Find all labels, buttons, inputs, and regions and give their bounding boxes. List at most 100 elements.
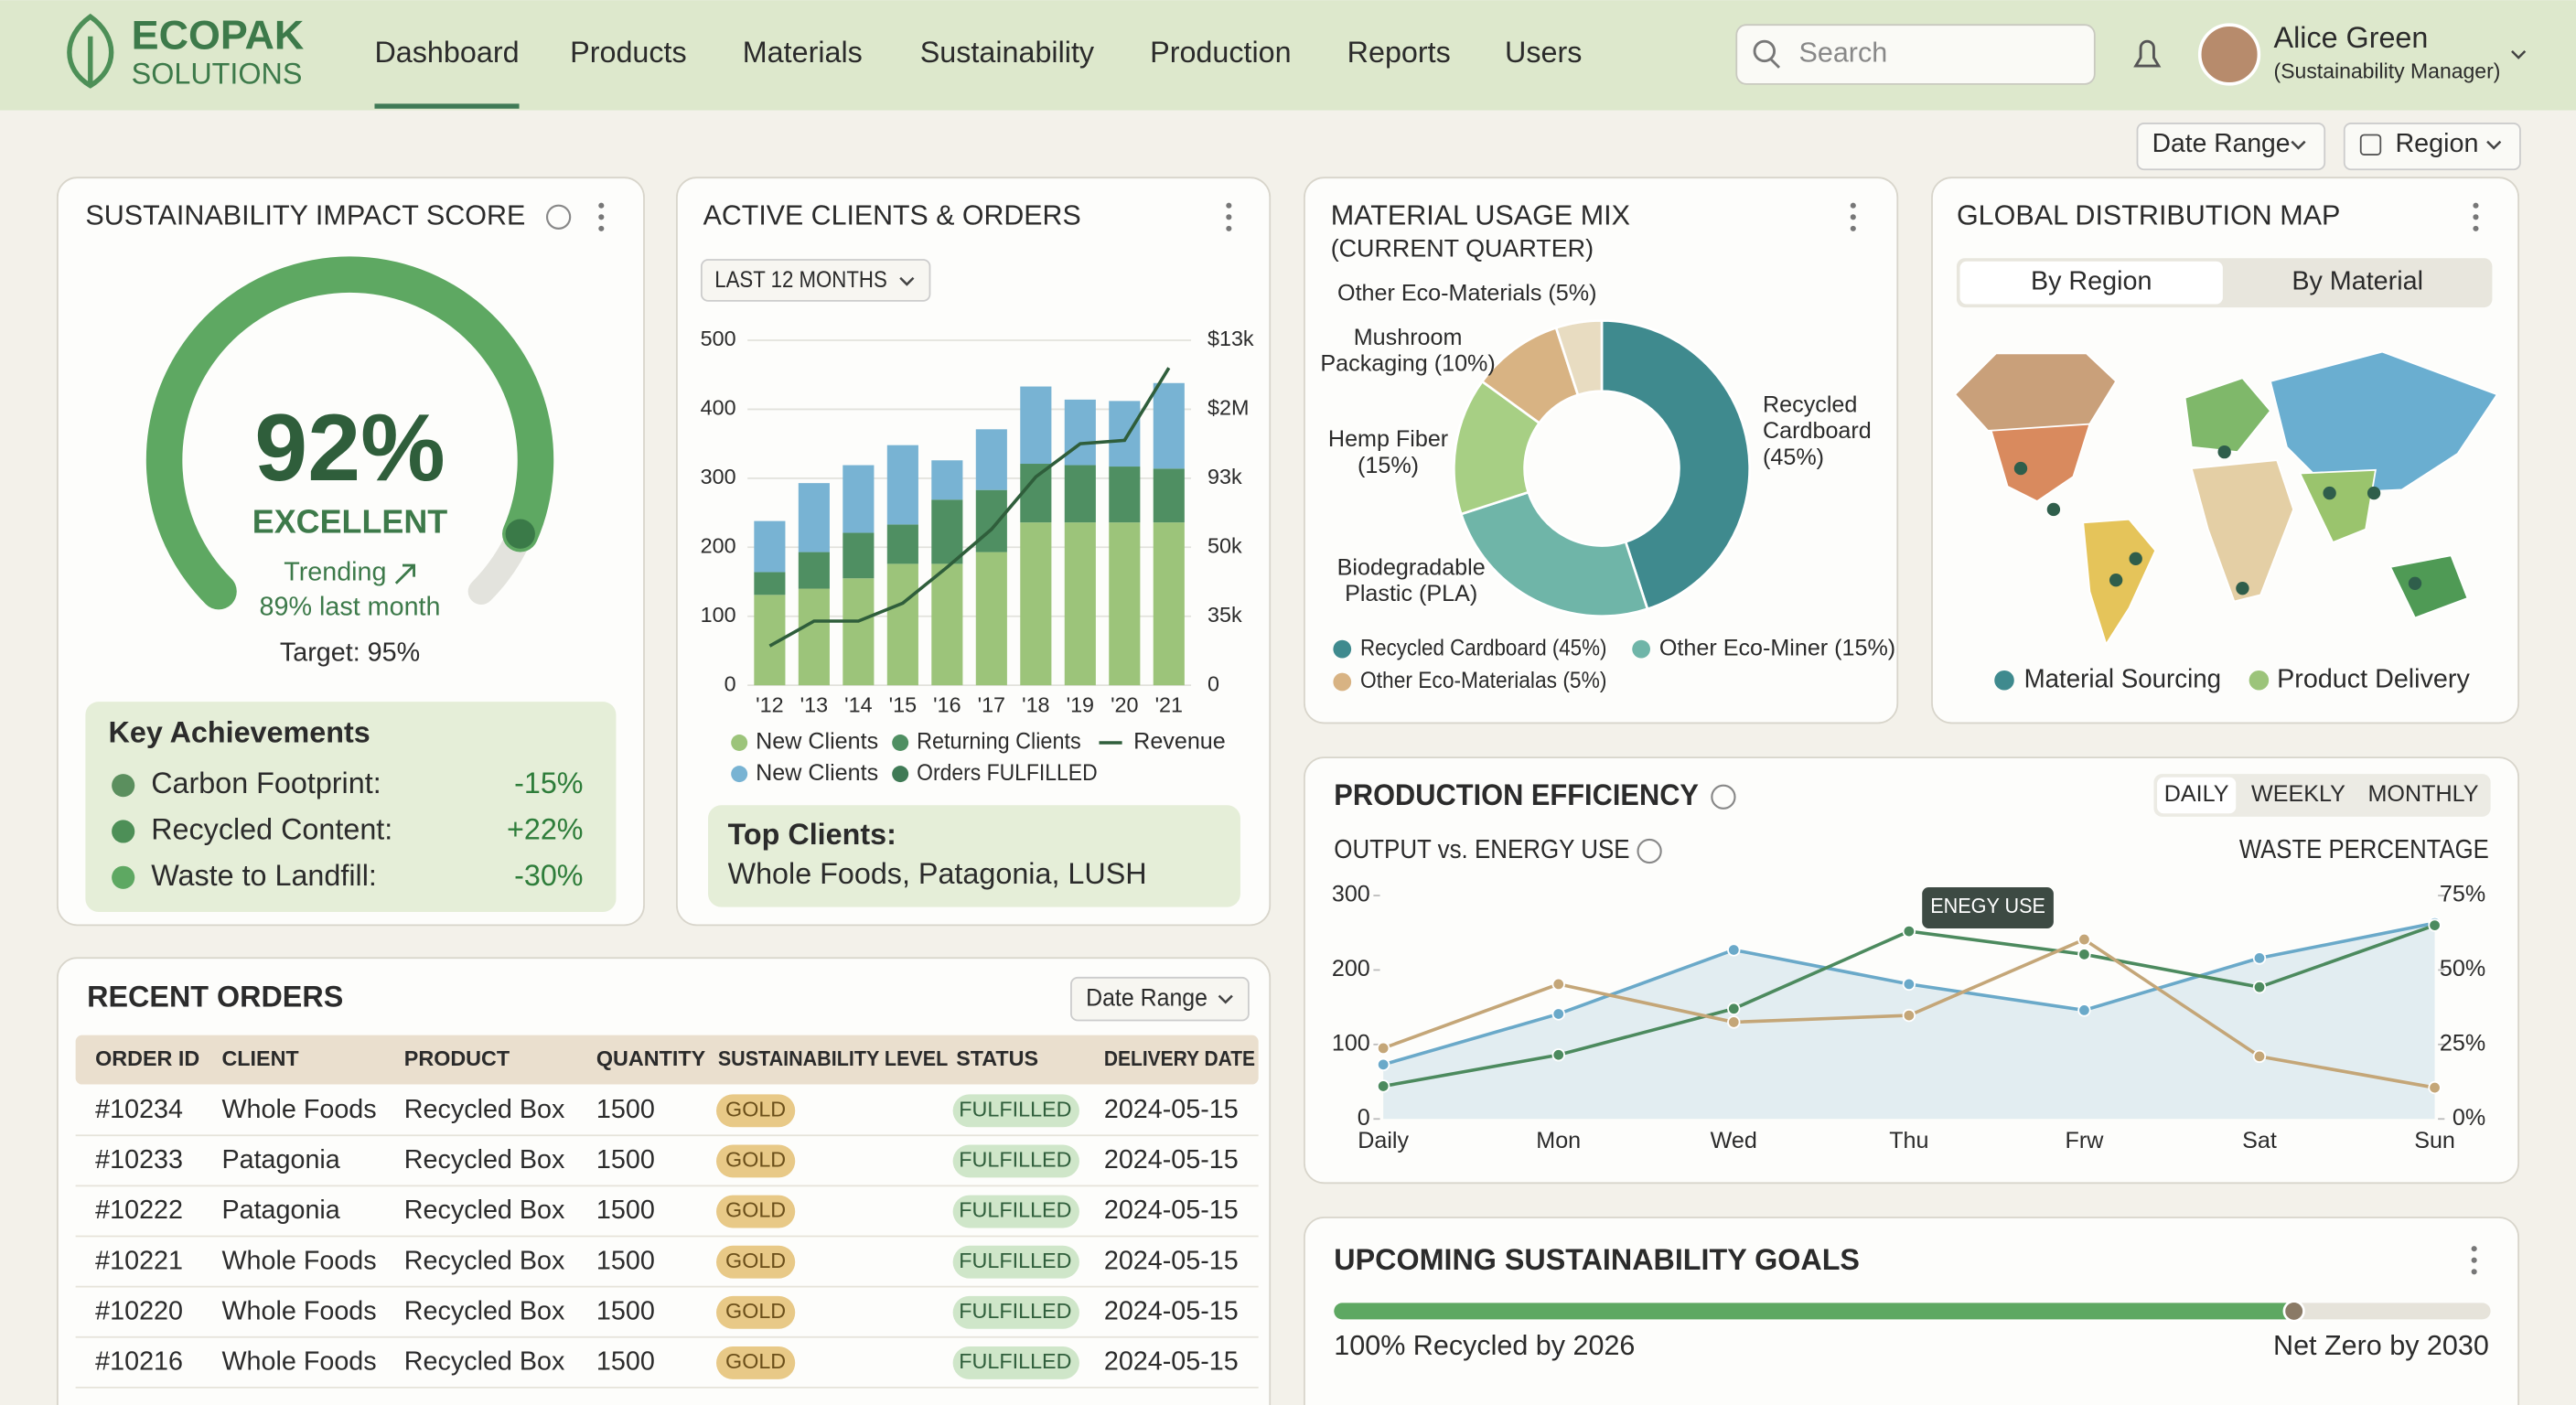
bar-segment — [886, 524, 918, 564]
slice-label: Other Eco-Materials (5%) — [1337, 280, 1596, 306]
table-cell: #10216 — [95, 1347, 183, 1377]
nav-link[interactable]: Reports — [1347, 36, 1451, 69]
menu-dot[interactable] — [2473, 214, 2479, 220]
menu-dot[interactable] — [2471, 1257, 2477, 1263]
filter-button[interactable] — [2343, 123, 2521, 171]
status-badge — [952, 1094, 1079, 1128]
donut-slice — [1554, 319, 1604, 397]
user-name[interactable]: Alice Green — [2274, 21, 2429, 54]
card-title: RECENT ORDERS — [87, 981, 343, 1014]
bar-segment — [1064, 522, 1096, 686]
tab-group — [2153, 774, 2491, 817]
progress-knob — [2282, 1300, 2305, 1323]
top-clients-title: Top Clients: — [728, 818, 896, 851]
nav-link[interactable]: Users — [1505, 36, 1582, 69]
map-location — [2236, 582, 2249, 595]
menu-dot[interactable] — [1226, 202, 1232, 209]
menu-dot[interactable] — [2473, 202, 2479, 209]
y2-tick-label: 50k — [1208, 533, 1242, 557]
y-tick-label: 300 — [701, 465, 736, 488]
menu-dot[interactable] — [1226, 225, 1232, 231]
column-header: SUSTAINABILITY LEVEL — [718, 1046, 948, 1070]
menu-dot[interactable] — [2471, 1269, 2477, 1275]
tab[interactable]: By Region — [2031, 267, 2152, 296]
donut-slice — [1459, 490, 1649, 618]
top-clients-list: Whole Foods, Patagonia, LUSH — [728, 857, 1147, 890]
tab[interactable]: By Material — [2292, 267, 2423, 296]
search-box[interactable] — [1735, 24, 2096, 85]
gauge-knob — [505, 519, 535, 549]
menu-dot[interactable] — [598, 202, 605, 209]
notification-bell[interactable] — [2133, 39, 2162, 68]
goal-label: 100% Recycled by 2026 — [1334, 1330, 1635, 1361]
tab[interactable]: MONTHLY — [2367, 781, 2478, 807]
target-label: Target: 95% — [280, 638, 420, 668]
table-cell: Whole Foods — [221, 1095, 376, 1124]
map-location — [2408, 576, 2422, 590]
info-icon[interactable] — [1711, 784, 1736, 810]
x-tick-label: Sat — [2242, 1128, 2277, 1153]
table-cell: 1500 — [596, 1095, 655, 1124]
period-select[interactable] — [700, 259, 931, 302]
nav-link[interactable]: Materials — [743, 36, 863, 69]
progress-fill — [1334, 1303, 2294, 1320]
nav-link[interactable]: Products — [570, 36, 687, 69]
status-badge — [952, 1295, 1079, 1329]
y-tick-label: 0 — [724, 671, 736, 695]
y-tick-label: 400 — [701, 396, 736, 420]
legend-label: Orders FULFILLED — [917, 760, 1098, 786]
info-icon[interactable] — [1637, 838, 1662, 864]
menu-dot[interactable] — [598, 214, 605, 220]
level-text: GOLD — [725, 1299, 786, 1323]
series-point — [2077, 932, 2091, 947]
chevron — [2511, 50, 2527, 59]
bar-segment — [798, 588, 830, 686]
bar-segment — [798, 483, 830, 552]
slice-label: Biodegradable — [1337, 554, 1486, 580]
menu-dot[interactable] — [598, 225, 605, 231]
series-point — [1551, 1007, 1565, 1021]
y2-tick-label: $13k — [1208, 327, 1254, 350]
y-tick-label: 200 — [1332, 956, 1370, 981]
map-region — [2388, 554, 2469, 619]
card — [1304, 756, 2520, 1185]
bar-segment — [931, 460, 963, 500]
achievement-label: Waste to Landfill: — [151, 859, 377, 892]
bar-segment — [798, 552, 830, 589]
calendar-icon — [2359, 134, 2382, 156]
table-cell: 1500 — [596, 1347, 655, 1377]
table-cell: 1500 — [596, 1296, 655, 1325]
table-cell: 2024-05-15 — [1104, 1095, 1239, 1124]
goal-label: Net Zero by 2030 — [2273, 1330, 2489, 1361]
nav-link[interactable]: Sustainability — [920, 36, 1095, 69]
bar-segment — [886, 445, 918, 525]
user-avatar[interactable] — [2197, 23, 2261, 86]
x-tick-label: '16 — [933, 693, 961, 717]
tab[interactable]: DAILY — [2164, 781, 2229, 807]
menu-dot[interactable] — [1850, 225, 1856, 231]
status-badge — [952, 1144, 1079, 1178]
achievements-box — [85, 702, 617, 912]
y2-tick-label: 75% — [2440, 882, 2485, 907]
menu-dot[interactable] — [1850, 214, 1856, 220]
map-location — [2013, 461, 2028, 476]
level-badge — [716, 1346, 796, 1379]
column-header: ORDER ID — [95, 1046, 199, 1070]
menu-dot[interactable] — [2471, 1246, 2477, 1252]
legend-label: Material Sourcing — [2024, 664, 2222, 693]
table-cell: 2024-05-15 — [1104, 1347, 1239, 1377]
slice-label: Hemp Fiber — [1328, 426, 1448, 452]
menu-dot[interactable] — [2473, 225, 2479, 231]
card-title: SUSTAINABILITY IMPACT SCORE — [85, 199, 525, 231]
nav-link[interactable]: Production — [1150, 36, 1291, 69]
menu-dot[interactable] — [1850, 202, 1856, 209]
table-cell: Whole Foods — [221, 1347, 376, 1377]
series-point — [1376, 1041, 1390, 1056]
filter-button[interactable] — [2136, 123, 2326, 171]
menu-dot[interactable] — [1226, 214, 1232, 220]
filter-button[interactable] — [1070, 976, 1250, 1022]
nav-link[interactable]: Dashboard — [374, 36, 519, 69]
info-icon[interactable] — [545, 204, 572, 230]
tab[interactable]: WEEKLY — [2251, 781, 2345, 807]
